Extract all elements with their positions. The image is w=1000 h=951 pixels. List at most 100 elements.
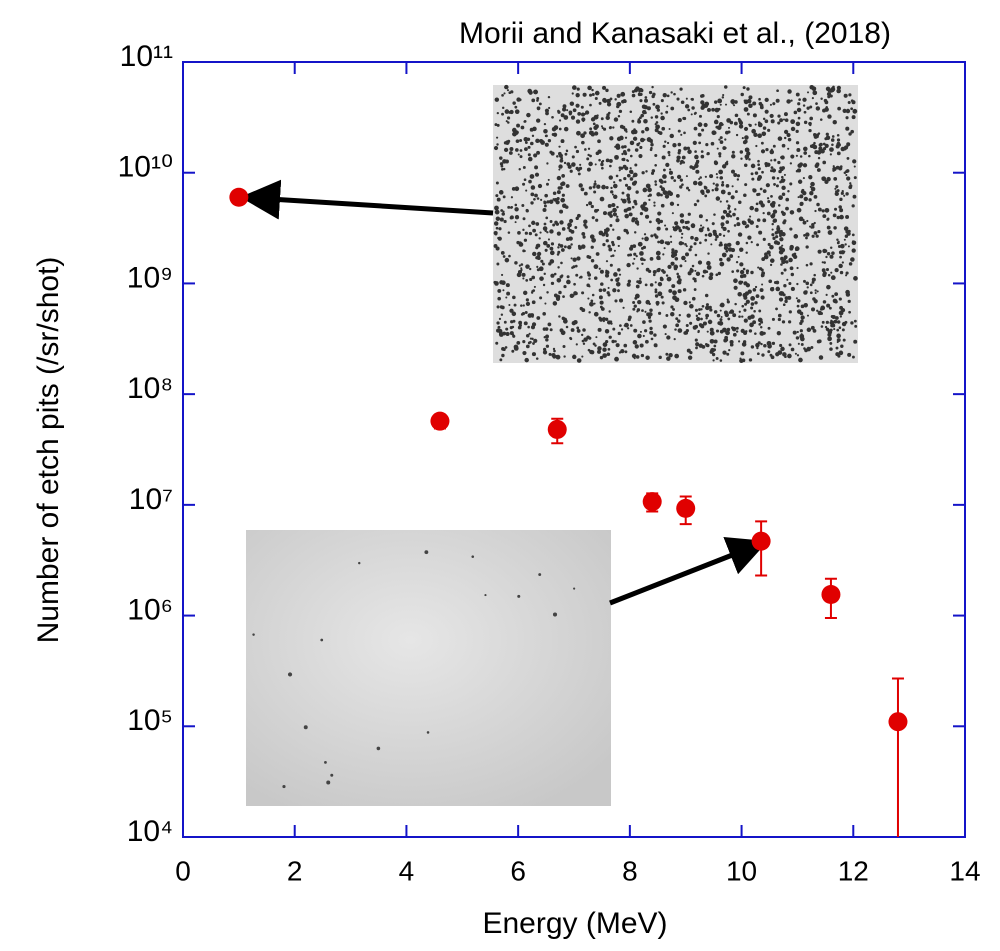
etch-pit-dot [808, 121, 812, 126]
etch-pit-dot [612, 327, 616, 331]
etch-pit-dot [795, 121, 801, 127]
etch-pit-dot [637, 118, 641, 121]
etch-pit-dot [589, 301, 594, 307]
etch-pit-dot [839, 255, 842, 259]
etch-pit-dot [694, 111, 697, 115]
etch-pit-dot [748, 123, 751, 126]
etch-pit-dot [827, 95, 831, 99]
etch-pit-dot [665, 110, 669, 114]
etch-pit-dot [618, 166, 622, 170]
etch-pit-dot [544, 108, 550, 113]
etch-pit-dot [820, 148, 825, 154]
etch-pit-dot [636, 280, 640, 284]
etch-pit-dot [556, 197, 560, 201]
etch-pit-dot [523, 178, 527, 182]
etch-pit-dot [679, 219, 685, 224]
etch-pit-dot [496, 197, 501, 202]
etch-pit-dot [794, 252, 797, 255]
etch-pit-dot [813, 231, 818, 235]
etch-pit-dot [586, 271, 590, 275]
etch-pit-dot [647, 187, 652, 193]
etch-pit-dot [805, 232, 810, 237]
etch-pit-dot [594, 163, 597, 166]
etch-pit-dot [597, 349, 602, 354]
etch-pit-dot [770, 203, 776, 208]
etch-pit-dot [530, 141, 534, 146]
y-tick-label: 10⁴ [127, 815, 173, 848]
etch-pit-dot [745, 269, 750, 273]
etch-pit-dot [591, 88, 594, 92]
etch-pit-dot [549, 259, 555, 264]
etch-pit-dot [721, 164, 727, 169]
etch-pit-dot [677, 117, 682, 123]
etch-pit-dot [626, 193, 630, 198]
etch-pit-dot [534, 165, 539, 170]
etch-pit-dot [534, 233, 538, 237]
etch-pit-dot [719, 243, 723, 247]
etch-pit-dot [567, 222, 572, 228]
etch-pit-dot [783, 268, 787, 272]
etch-pit-dot [775, 352, 780, 357]
etch-pit-dot [719, 359, 723, 362]
etch-pit-dot [714, 107, 720, 113]
etch-pit-dot [754, 301, 758, 305]
etch-pit-dot [667, 264, 672, 269]
etch-pit-dot [779, 166, 783, 170]
etch-pit-dot [657, 240, 661, 244]
etch-pit-dot [784, 355, 787, 359]
etch-pit-dot [729, 309, 735, 314]
etch-pit-dot [593, 182, 597, 186]
etch-pit-dot [522, 277, 525, 280]
etch-pit-dot [591, 92, 595, 96]
etch-pit-dot [593, 125, 598, 131]
etch-pit-dot [558, 290, 562, 295]
etch-pit-dot [808, 198, 812, 202]
etch-pit-dot [672, 143, 677, 148]
etch-pit-dot [722, 93, 725, 97]
etch-pit-dot [546, 244, 551, 248]
etch-pit-dot [758, 309, 762, 313]
etch-pit-dot [797, 196, 800, 199]
etch-pit-dot [713, 160, 719, 166]
etch-pit-dot [560, 248, 565, 252]
etch-pit-dot [557, 250, 561, 254]
etch-pit-dot [840, 250, 845, 255]
etch-pit-dot [802, 104, 806, 107]
etch-pit-dot [605, 233, 609, 237]
etch-pit-dot [738, 310, 741, 313]
etch-pit-dot [608, 126, 612, 130]
etch-pit-dot [497, 296, 502, 301]
etch-pit-dot [498, 190, 504, 195]
etch-pit-dot [838, 297, 842, 301]
etch-pit-dot [788, 343, 792, 347]
etch-pit-dot [612, 212, 617, 217]
etch-pit-dot [615, 281, 621, 287]
etch-pit-dot [508, 151, 513, 155]
etch-pit-dot [606, 102, 612, 107]
etch-pit-dot [644, 236, 649, 242]
etch-pit-dot [572, 257, 577, 262]
etch-pit-dot [620, 198, 623, 201]
etch-pit-dot [845, 214, 850, 219]
etch-pit-dot [674, 249, 678, 254]
etch-pit-dot [667, 190, 672, 196]
etch-pit-dot [564, 205, 569, 209]
etch-pit-dot [784, 118, 789, 122]
etch-pit-dot [741, 137, 744, 140]
etch-pit-dot [836, 328, 840, 332]
etch-pit-dot [834, 316, 839, 320]
etch-pit-dot [657, 211, 662, 216]
etch-pit-dot [682, 161, 686, 164]
etch-pit-dot [636, 310, 639, 313]
etch-pit-dot [639, 277, 642, 280]
etch-pit-dot [707, 228, 710, 232]
etch-pit-dot [773, 158, 777, 162]
etch-pit-dot [648, 312, 653, 317]
etch-pit-dot [636, 142, 640, 147]
etch-pit-dot [591, 293, 595, 297]
etch-pit-dot [740, 157, 743, 160]
etch-pit-dot [840, 243, 845, 249]
etch-pit-dot [550, 273, 555, 278]
etch-pit-dot [844, 234, 849, 238]
